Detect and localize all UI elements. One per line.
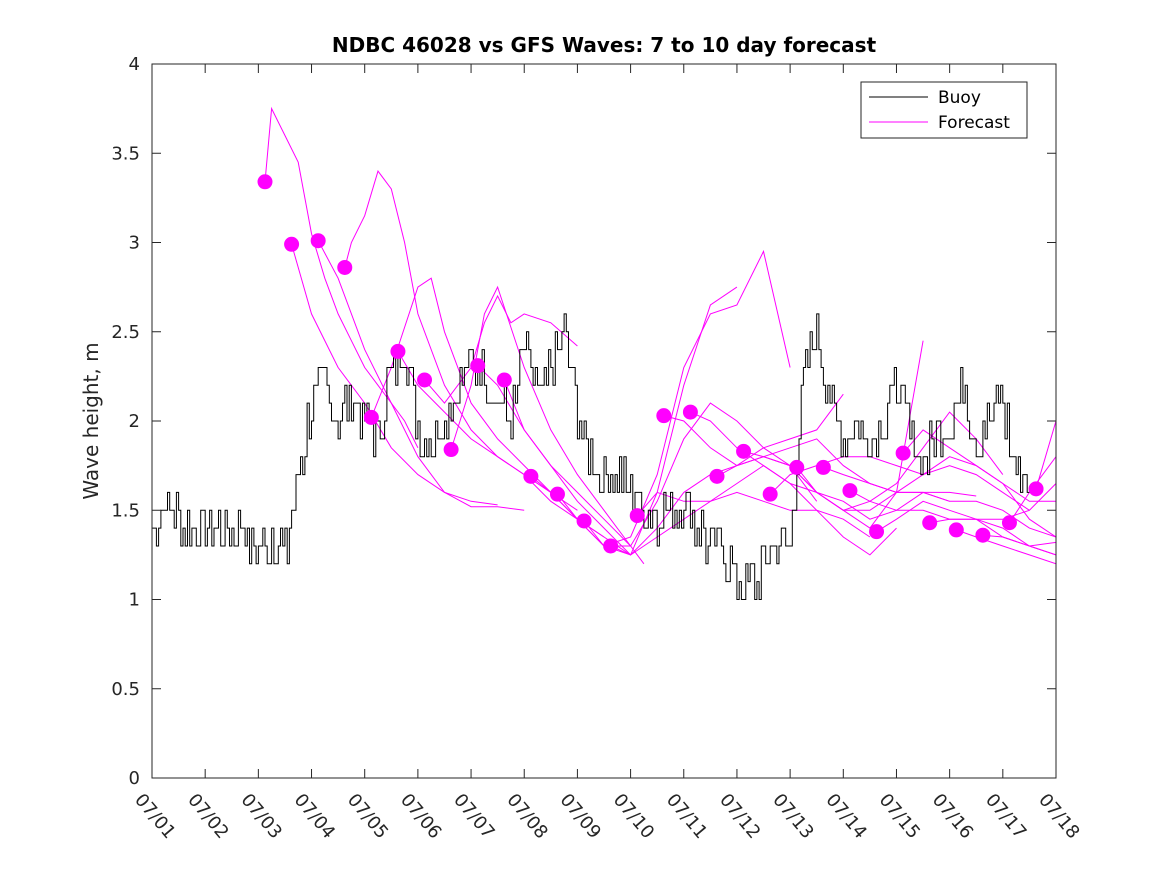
legend-forecast-label: Forecast — [938, 113, 1010, 133]
forecast-marker — [975, 527, 991, 543]
y-tick-label: 3 — [129, 233, 140, 254]
forecast-marker — [895, 445, 911, 461]
x-tick-label: 07/06 — [396, 790, 445, 843]
x-tick-label: 07/04 — [290, 790, 339, 843]
x-tick-label: 07/09 — [556, 790, 605, 843]
chart-title: NDBC 46028 vs GFS Waves: 7 to 10 day for… — [332, 33, 877, 57]
forecast-run-line — [929, 483, 1056, 524]
forecast-marker — [363, 409, 379, 425]
forecast-run-line — [716, 438, 977, 497]
forecast-marker — [257, 174, 273, 190]
y-tick-label: 2 — [129, 411, 140, 432]
forecast-marker — [629, 508, 645, 524]
x-tick-label: 07/10 — [609, 790, 658, 843]
forecast-marker — [417, 372, 433, 388]
x-tick-label: 07/11 — [662, 790, 711, 843]
forecast-run-line — [769, 456, 1030, 511]
forecast-marker — [842, 483, 858, 499]
forecast-run-line — [876, 500, 1056, 547]
x-tick-label: 07/14 — [821, 790, 870, 843]
forecast-marker — [948, 522, 964, 538]
legend-box — [860, 81, 1028, 139]
forecast-marker — [603, 538, 619, 554]
forecast-run-line — [849, 490, 1056, 556]
forecast-run-line — [503, 286, 738, 556]
y-tick-label: 0.5 — [111, 679, 140, 700]
forecast-marker — [762, 486, 778, 502]
legend: Buoy Forecast — [860, 81, 1028, 139]
y-tick-label: 1.5 — [111, 500, 140, 521]
forecast-marker — [1001, 515, 1017, 531]
forecast-run-line — [344, 170, 578, 511]
y-tick-label: 1 — [129, 590, 140, 611]
forecast-marker — [390, 343, 406, 359]
y-tick-label: 0 — [129, 768, 140, 789]
forecast-markers — [257, 174, 1044, 554]
forecast-marker — [736, 443, 752, 459]
forecast-run-line — [610, 491, 871, 556]
forecast-run-line — [530, 249, 791, 547]
x-tick-label: 07/16 — [928, 790, 977, 843]
forecast-run-line — [956, 529, 1056, 565]
y-tick-label: 4 — [129, 54, 140, 75]
forecast-run-line — [424, 294, 578, 404]
x-tick-label: 07/08 — [502, 790, 551, 843]
y-tick-label: 2.5 — [111, 322, 140, 343]
forecast-marker — [709, 468, 725, 484]
forecast-marker — [682, 404, 698, 420]
forecast-marker — [656, 408, 672, 424]
forecast-marker — [1028, 481, 1044, 497]
forecast-marker — [310, 233, 326, 249]
forecast-run-line — [902, 429, 1056, 502]
forecast-run-line — [291, 244, 498, 506]
forecast-run-line — [982, 534, 1056, 556]
x-tick-label: 07/03 — [237, 790, 286, 843]
x-tick-label: 07/17 — [981, 790, 1030, 843]
x-tick-label: 07/05 — [343, 790, 392, 843]
forecast-marker — [470, 358, 486, 374]
y-tick-label: 3.5 — [111, 143, 140, 164]
legend-buoy-label: Buoy — [938, 88, 981, 108]
forecast-marker — [443, 442, 459, 458]
plot-box — [151, 63, 1057, 779]
y-axis-label: Wave height, m — [79, 342, 103, 499]
forecast-marker — [496, 372, 512, 388]
forecast-series — [264, 106, 1056, 565]
x-tick-label: 07/12 — [715, 790, 764, 843]
x-tick-label: 07/02 — [183, 790, 232, 843]
forecast-run-line — [317, 240, 525, 511]
buoy-line — [152, 313, 1030, 600]
forecast-run-line — [264, 106, 419, 449]
forecast-marker — [523, 468, 539, 484]
forecast-marker — [815, 459, 831, 475]
forecast-run-line — [477, 365, 645, 565]
forecast-run-line — [823, 466, 1056, 538]
x-tick-label: 07/07 — [449, 790, 498, 843]
forecast-run-line — [663, 340, 924, 529]
forecast-marker — [789, 459, 805, 475]
forecast-marker — [869, 524, 885, 540]
x-tick-label: 07/15 — [875, 790, 924, 843]
buoy-series — [152, 313, 1030, 600]
forecast-run-line — [397, 351, 631, 556]
forecast-run-line — [1035, 420, 1056, 489]
forecast-marker — [284, 236, 300, 252]
x-tick-label: 07/18 — [1034, 790, 1083, 843]
x-tick-label: 07/13 — [768, 790, 817, 843]
forecast-marker — [549, 486, 565, 502]
forecast-marker — [922, 515, 938, 531]
x-tick-label: 07/01 — [130, 790, 179, 843]
forecast-marker — [576, 513, 592, 529]
forecast-marker — [337, 259, 353, 275]
y-axis: 0 0.5 1 1.5 2 2.5 3 3.5 4 — [111, 54, 1056, 789]
